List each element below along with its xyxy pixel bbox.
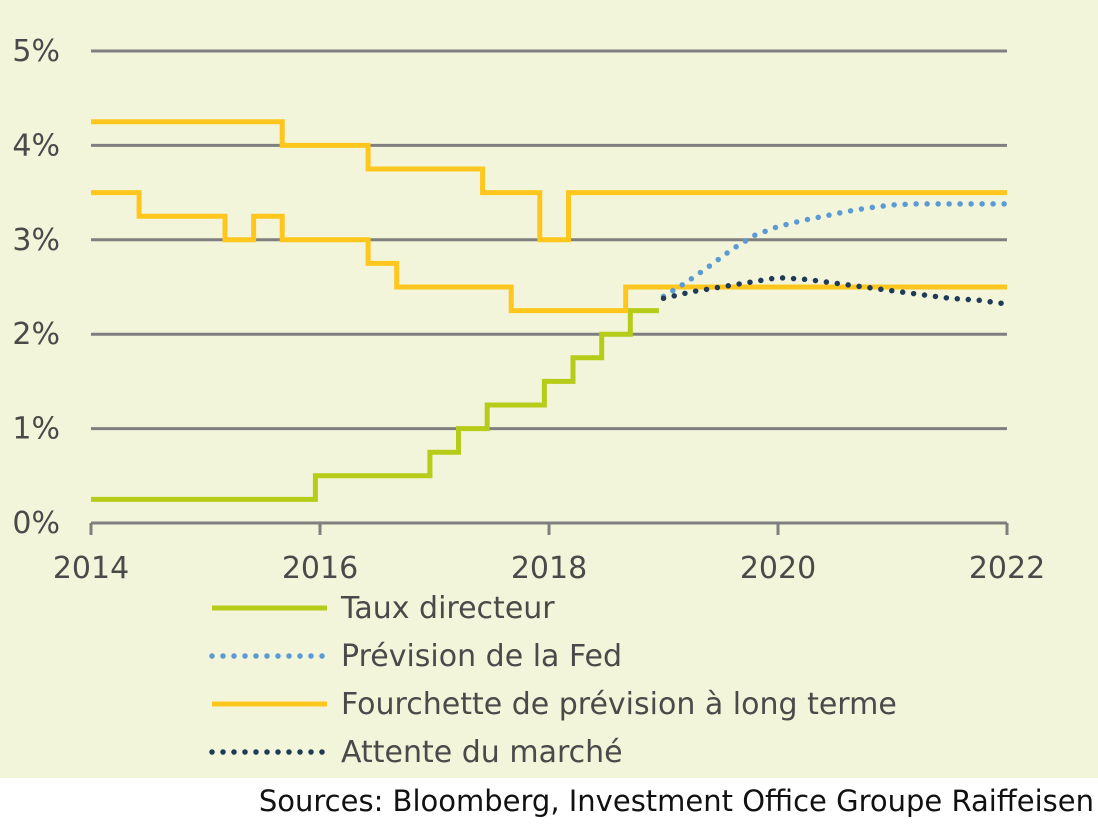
series-line-prevision-de-la-fed (660, 201, 1010, 300)
y-tick-label: 1% (12, 412, 60, 447)
series-line-attente-du-marche (660, 274, 1010, 307)
chart-panel: 0% 1% 2% 3% 4% 5% 2014 2016 2018 2020 2022 Taux d… (0, 0, 1098, 778)
legend-label: Attente du marché (341, 735, 623, 770)
y-tick-label: 0% (12, 506, 60, 541)
legend: Taux directeur Prévision de la Fed Fourche… (209, 591, 897, 770)
series-line-taux-directeur (91, 308, 659, 502)
series-line-fourchette-de-prevision-a-long-terme (91, 119, 1007, 243)
x-tick-label: 2014 (53, 551, 129, 586)
x-tick-label: 2022 (969, 551, 1045, 586)
legend-label: Taux directeur (340, 591, 555, 626)
y-axis-tick-labels: 0% 1% 2% 3% 4% 5% (12, 34, 60, 541)
x-tick-label: 2016 (282, 551, 358, 586)
series-lines (91, 119, 1010, 502)
y-tick-label: 5% (12, 34, 60, 69)
legend-label: Prévision de la Fed (341, 639, 622, 674)
line-chart: 0% 1% 2% 3% 4% 5% 2014 2016 2018 2020 2022 Taux d… (12, 34, 1045, 770)
x-axis (89, 521, 1009, 535)
y-tick-label: 4% (12, 128, 60, 163)
x-tick-label: 2018 (511, 551, 587, 586)
series-line-fourchette-de-prevision-a-long-terme (91, 190, 1007, 314)
x-tick-label: 2020 (740, 551, 816, 586)
y-tick-label: 3% (12, 223, 60, 258)
source-note: Sources: Bloomberg, Investment Office Gr… (258, 784, 1094, 818)
y-tick-label: 2% (12, 317, 60, 352)
x-axis-tick-labels: 2014 2016 2018 2020 2022 (53, 551, 1045, 586)
legend-label: Fourchette de prévision à long terme (341, 687, 897, 722)
